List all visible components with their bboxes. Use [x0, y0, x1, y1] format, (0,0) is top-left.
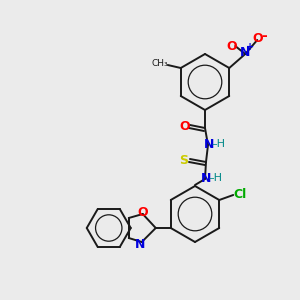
Text: O: O [180, 119, 190, 133]
Text: N: N [135, 238, 145, 250]
Text: -: - [261, 29, 267, 43]
Text: O: O [252, 32, 262, 46]
Text: –H: –H [208, 173, 222, 183]
Text: N: N [201, 172, 211, 184]
Text: S: S [179, 154, 188, 166]
Text: O: O [137, 206, 148, 218]
Text: N: N [240, 46, 250, 59]
Text: N: N [204, 137, 214, 151]
Text: CH₃: CH₃ [152, 59, 168, 68]
Text: +: + [246, 42, 254, 52]
Text: –H: –H [211, 139, 225, 149]
Text: Cl: Cl [234, 188, 247, 202]
Text: O: O [226, 40, 237, 52]
